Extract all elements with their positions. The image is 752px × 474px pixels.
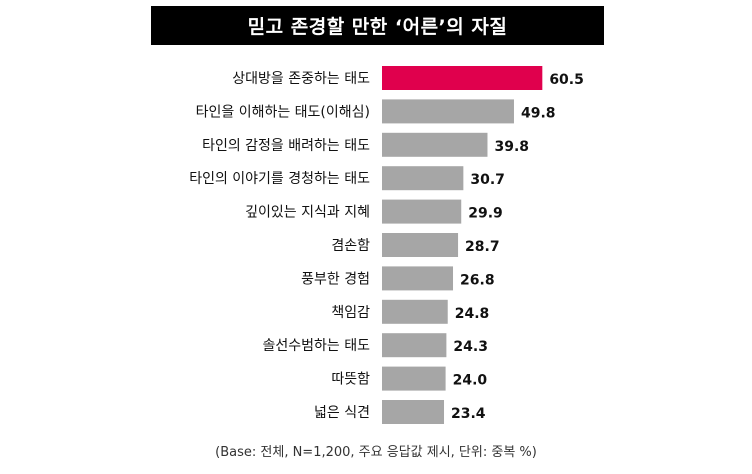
bar	[382, 366, 446, 391]
bar	[382, 166, 464, 191]
value-label: 30.7	[470, 172, 505, 188]
category-label: 넓은 식견	[314, 405, 370, 421]
bar	[382, 199, 462, 224]
value-label: 39.8	[494, 139, 529, 155]
category-label: 타인을 이해하는 태도(이해심)	[196, 104, 370, 120]
category-label: 따뜻함	[331, 372, 370, 388]
value-label: 28.7	[465, 239, 500, 255]
chart-title: 믿고 존경할 만한 ‘어른’의 자질	[151, 6, 604, 45]
category-label: 타인의 감정을 배려하는 태도	[202, 138, 370, 154]
value-label: 24.3	[453, 339, 488, 355]
bar	[382, 266, 454, 291]
value-label: 29.9	[468, 206, 503, 222]
footnote: (Base: 전체, N=1,200, 주요 응답값 제시, 단위: 중복 %)	[215, 445, 537, 460]
category-label: 깊이있는 지식과 지혜	[245, 205, 370, 221]
bar	[382, 66, 543, 90]
value-label: 24.0	[453, 373, 488, 389]
value-label: 26.8	[460, 272, 495, 288]
bar	[382, 400, 445, 424]
category-label: 책임감	[331, 305, 370, 321]
category-label: 겸손함	[331, 238, 370, 254]
value-label: 49.8	[521, 105, 556, 121]
bar	[382, 299, 448, 324]
value-label: 24.8	[455, 306, 490, 322]
bar	[382, 132, 488, 157]
value-label: 60.5	[549, 72, 584, 88]
value-label: 23.4	[451, 406, 486, 422]
bar	[382, 333, 447, 358]
category-label: 솔선수범하는 태도	[263, 338, 371, 354]
bar	[382, 99, 514, 124]
category-label: 풍부한 경험	[301, 271, 370, 287]
bar	[382, 233, 459, 257]
category-label: 상대방을 존중하는 태도	[232, 71, 370, 87]
category-label: 타인의 이야기를 경청하는 태도	[189, 171, 370, 187]
